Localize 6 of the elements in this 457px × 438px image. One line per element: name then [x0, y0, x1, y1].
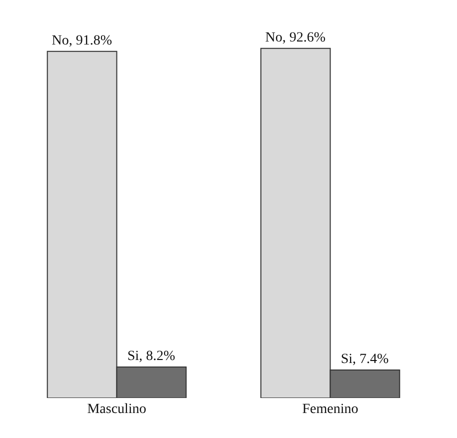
x-tick-label: Masculino: [87, 402, 146, 417]
x-tick-label: Femenino: [302, 402, 358, 417]
data-label: Si, 8.2%: [127, 349, 176, 364]
data-label: No, 92.6%: [265, 30, 326, 46]
data-label: Si, 7.4%: [340, 352, 390, 368]
data-label: No, 91.8%: [52, 33, 112, 48]
